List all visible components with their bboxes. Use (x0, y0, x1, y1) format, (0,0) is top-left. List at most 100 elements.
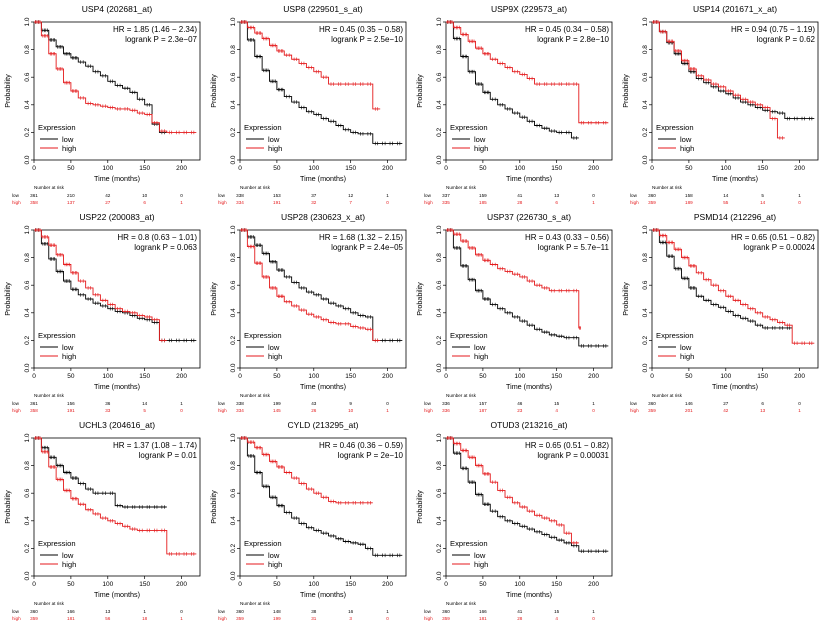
x-tick-label: 0 (444, 581, 448, 588)
risk-count-high: 334 (236, 408, 244, 413)
y-tick-label: 0.6 (230, 488, 237, 497)
legend-label-low: low (62, 343, 74, 352)
risk-count-high: 137 (67, 200, 75, 205)
risk-count-low: 15 (554, 609, 560, 614)
km-chart: CYLD (213295_at) 0.0 0.2 0.4 0.6 0.8 1.0 0 50 100… (209, 420, 407, 621)
risk-count-low: 210 (67, 193, 75, 198)
risk-header: Number at risk (240, 393, 271, 398)
y-tick-label: 0.8 (436, 461, 443, 470)
risk-count-low: 41 (517, 193, 523, 198)
y-axis-label: Probability (621, 74, 630, 108)
logrank-p: logrank P = 2.3e−07 (125, 35, 197, 44)
survival-curve-high (34, 229, 167, 341)
risk-count-high: 3 (349, 616, 352, 621)
y-tick-label: 0.8 (436, 253, 443, 262)
risk-count-high: 191 (67, 408, 75, 413)
x-tick-label: 200 (588, 165, 599, 172)
plot-frame (445, 437, 613, 577)
risk-count-high: 18 (142, 616, 148, 621)
legend-title: Expression (38, 123, 76, 132)
risk-count-low: 360 (648, 193, 656, 198)
x-tick-label: 150 (345, 373, 356, 380)
y-axis-label: Probability (3, 282, 12, 316)
km-chart: OTUD3 (213216_at)0.00.20.40.60.81.00 50 10… (415, 420, 613, 621)
risk-count-low: 0 (798, 401, 801, 406)
legend-label-low: low (680, 135, 692, 144)
logrank-p: logrank P = 2.8e−10 (537, 35, 609, 44)
x-tick-label: 100 (102, 165, 113, 172)
x-axis-label: Time (months) (506, 382, 552, 391)
legend-label-low: low (62, 135, 74, 144)
x-tick-label: 50 (67, 165, 75, 172)
risk-count-high: 1 (180, 616, 183, 621)
risk-count-high: 0 (592, 616, 595, 621)
x-tick-label: 100 (308, 373, 319, 380)
plot-frame (239, 229, 407, 369)
x-tick-label: 150 (139, 373, 150, 380)
x-axis-label: Time (months) (506, 174, 552, 183)
y-tick-label: 1.0 (24, 225, 31, 234)
legend-label-high: high (474, 144, 488, 153)
risk-count-low: 37 (311, 193, 317, 198)
risk-header: Number at risk (652, 185, 683, 190)
x-tick-label: 200 (176, 581, 187, 588)
risk-row-label-low: low (218, 609, 226, 614)
risk-count-low: 0 (180, 609, 183, 614)
risk-count-low: 5 (761, 193, 764, 198)
y-tick-label: 0.0 (24, 571, 31, 580)
risk-header: Number at risk (34, 393, 65, 398)
risk-count-high: 23 (517, 408, 523, 413)
legend-label-low: low (62, 551, 74, 560)
y-axis-label: Probability (209, 74, 218, 108)
risk-row-label-low: low (12, 193, 20, 198)
y-tick-label: 1.0 (24, 433, 31, 442)
y-tick-label: 0.0 (436, 571, 443, 580)
risk-row-label-high: high (218, 408, 227, 413)
plot-frame (33, 229, 201, 369)
risk-count-low: 157 (479, 401, 487, 406)
risk-count-high: 55 (723, 200, 729, 205)
survival-curve-low (240, 437, 403, 556)
risk-count-high: 359 (648, 408, 656, 413)
x-tick-label: 0 (444, 373, 448, 380)
x-tick-label: 0 (238, 373, 242, 380)
risk-count-high: 0 (386, 616, 389, 621)
x-axis-label: Time (months) (300, 382, 346, 391)
y-tick-label: 0.4 (642, 308, 649, 317)
risk-count-low: 27 (723, 401, 729, 406)
plot-frame (445, 229, 613, 369)
km-panel: USP28 (230623_x_at) 0.0 0.2 0.4 0.6 0.8 1.0 0 50… (206, 208, 412, 416)
risk-count-high: 0 (798, 200, 801, 205)
risk-row-label-low: low (12, 401, 20, 406)
x-axis-label: Time (months) (712, 174, 758, 183)
risk-count-high: 56 (105, 616, 111, 621)
logrank-p: logrank P = 0.00024 (743, 243, 815, 252)
risk-count-low: 338 (236, 193, 244, 198)
chart-title: USP9X (229573_at) (491, 4, 567, 14)
x-tick-label: 50 (67, 373, 75, 380)
km-panel: USP14 (201671_x_at) 0.0 0.2 0.4 0.6 0.8 1.0 0 50… (618, 0, 824, 208)
risk-count-high: 181 (67, 616, 75, 621)
x-tick-label: 200 (794, 373, 805, 380)
chart-title: OTUD3 (213216_at) (490, 420, 567, 430)
km-chart: PSMD14 (212296_at) 0.0 0.2 0.4 0.6 0.8 1.0 0 50 1… (621, 212, 819, 413)
risk-count-low: 0 (386, 401, 389, 406)
y-tick-label: 1.0 (230, 225, 237, 234)
risk-row-label-low: low (12, 609, 20, 614)
y-tick-label: 1.0 (642, 17, 649, 26)
survival-curve-low (446, 229, 609, 347)
hazard-ratio: HR = 0.65 (0.51 − 0.82) (525, 441, 609, 450)
risk-count-high: 359 (442, 616, 450, 621)
km-chart: USP14 (201671_x_at)0.00.20.40.60.81.00 50… (621, 4, 819, 205)
hazard-ratio: HR = 0.45 (0.34 − 0.58) (525, 25, 609, 34)
x-tick-label: 0 (650, 165, 654, 172)
km-panel: PSMD14 (212296_at) 0.0 0.2 0.4 0.6 0.8 1.0 0 50 1… (618, 208, 824, 416)
risk-row-label-high: high (12, 408, 21, 413)
y-tick-label: 0.2 (642, 128, 649, 137)
risk-count-high: 336 (442, 408, 450, 413)
km-panel: OTUD3 (213216_at) 0.0 0.2 0.4 0.6 0.8 1.0 0 50 10… (412, 416, 618, 624)
hazard-ratio: HR = 0.43 (0.33 − 0.56) (525, 233, 609, 242)
hazard-ratio: HR = 1.68 (1.32 − 2.15) (319, 233, 403, 242)
x-axis-label: Time (months) (94, 174, 140, 183)
legend-label-high: high (62, 560, 76, 569)
